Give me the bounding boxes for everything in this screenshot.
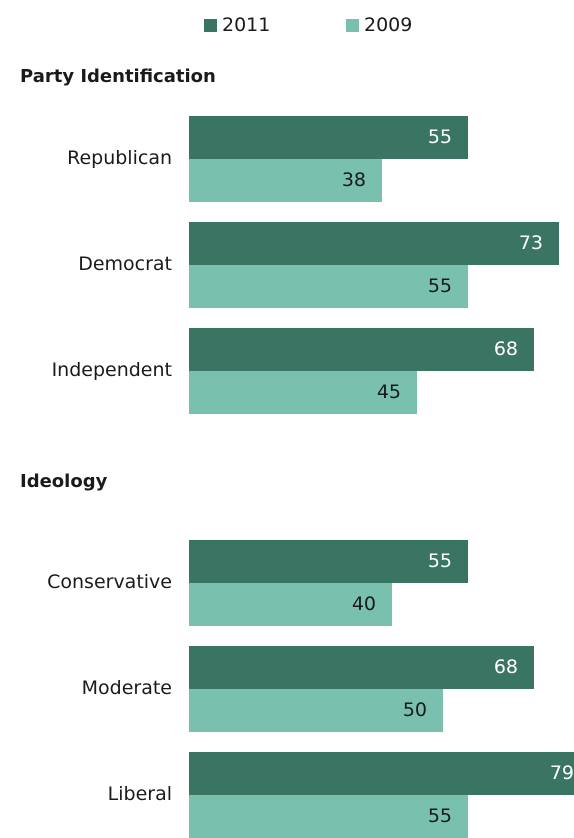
category-label-republican: Republican [67,147,172,169]
data-label-conservative-2011: 55 [427,550,452,572]
category-label-democrat: Democrat [78,253,172,275]
bar-republican-2009: 38 [189,159,382,202]
bar-conservative-2009: 40 [189,583,392,626]
legend-swatch-2009 [346,18,359,32]
category-label-liberal: Liberal [107,783,172,805]
data-label-democrat-2009: 55 [427,275,452,297]
data-label-independent-2011: 68 [493,338,518,360]
bar-liberal-2009: 55 [189,795,468,838]
data-label-moderate-2011: 68 [493,656,518,678]
section-title-party-identification: Party Identification [20,66,216,87]
bar-democrat-2009: 55 [189,265,468,308]
bar-liberal-2011: 79 [189,752,574,795]
data-label-conservative-2009: 40 [351,593,376,615]
bar-moderate-2009: 50 [189,689,443,732]
data-label-democrat-2011: 73 [518,232,543,254]
data-label-liberal-2009: 55 [427,805,452,827]
data-label-republican-2011: 55 [427,126,452,148]
data-label-republican-2009: 38 [341,169,366,191]
bar-independent-2011: 68 [189,328,534,371]
bar-democrat-2011: 73 [189,222,559,265]
bar-republican-2011: 55 [189,116,468,159]
category-label-conservative: Conservative [47,571,172,593]
legend-item-2011: 2011 [204,14,270,36]
category-label-moderate: Moderate [81,677,172,699]
legend-label-2011: 2011 [222,14,271,36]
legend-swatch-2011 [204,18,217,32]
data-label-independent-2009: 45 [376,381,401,403]
legend-label-2009: 2009 [364,14,413,36]
chart-legend: 2011 2009 [0,14,574,40]
section-title-ideology: Ideology [20,471,108,492]
bar-conservative-2011: 55 [189,540,468,583]
data-label-liberal-2011: 79 [549,762,574,784]
category-label-independent: Independent [51,359,172,381]
bar-moderate-2011: 68 [189,646,534,689]
legend-item-2009: 2009 [346,14,412,36]
bar-independent-2009: 45 [189,371,417,414]
data-label-moderate-2009: 50 [402,699,427,721]
